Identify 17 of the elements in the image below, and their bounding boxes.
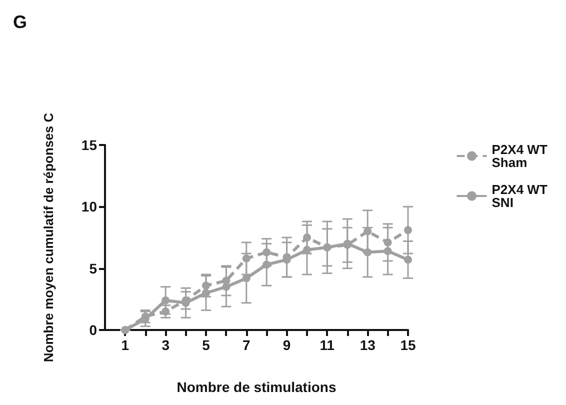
y-axis-title: Nombre moyen cumulatif de réponses C [41, 112, 56, 362]
legend-label: P2X4 WT Sham [492, 142, 552, 170]
y-tick-label: 15 [81, 137, 98, 153]
x-tick-label: 3 [162, 337, 170, 353]
legend-label: P2X4 WT SNI [492, 182, 552, 210]
chart-title: G [13, 12, 28, 32]
x-tick-label: 9 [282, 337, 291, 353]
y-tick-label: 0 [89, 322, 98, 338]
y-tick-label: 5 [89, 260, 98, 276]
x-tick-label: 11 [320, 337, 335, 353]
x-tick-label: 5 [202, 337, 210, 353]
x-axis-title: Nombre de stimulations [176, 379, 336, 395]
x-tick-label: 13 [360, 337, 376, 353]
x-tick-label: 1 [121, 337, 130, 353]
x-tick-label: 15 [400, 337, 416, 353]
x-tick-label: 7 [242, 337, 250, 353]
y-tick-label: 10 [81, 198, 98, 215]
